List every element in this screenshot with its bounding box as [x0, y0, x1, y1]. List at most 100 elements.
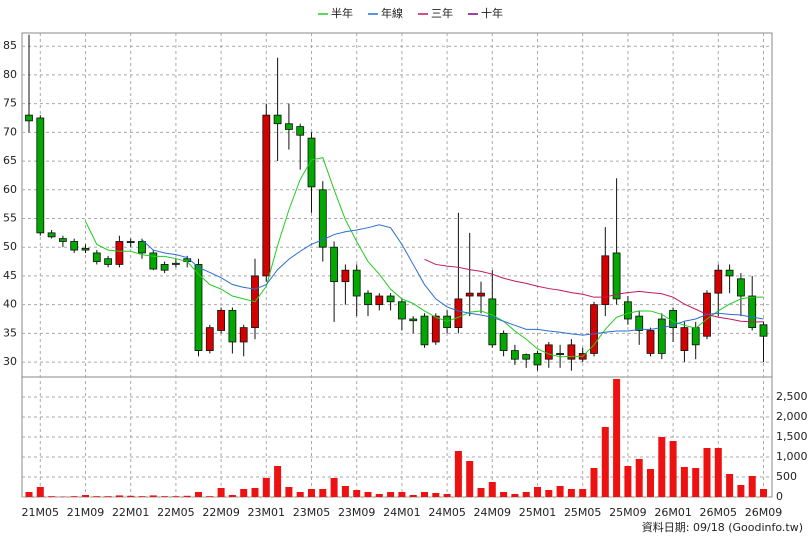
x-tick-label: 26M01: [654, 506, 692, 519]
volume-bar: [635, 459, 643, 497]
source-note: 資料日期: 09/18 (Goodinfo.tw): [642, 520, 803, 534]
candle-body: [646, 330, 655, 354]
volume-bar: [330, 478, 338, 497]
volume-bar: [748, 476, 756, 497]
volume-bar: [172, 496, 180, 497]
candle-body: [138, 241, 146, 254]
x-tick-label: 24M09: [474, 506, 512, 519]
candle-body: [171, 262, 180, 265]
candle-body: [92, 252, 101, 262]
volume-bar: [545, 490, 553, 497]
volume-bar: [375, 494, 383, 497]
y-tick-label: 35: [3, 326, 17, 339]
volume-bar: [692, 468, 700, 497]
volume-bar: [703, 448, 711, 497]
candle-body: [194, 264, 203, 351]
volume-bar: [590, 468, 598, 497]
candle-body: [397, 301, 406, 320]
candle-body: [59, 238, 67, 242]
volume-bar: [680, 467, 688, 497]
candle-body: [262, 114, 271, 277]
volume-bar: [183, 495, 191, 497]
candle-body: [635, 315, 644, 331]
y2-tick-label: 2,500: [776, 390, 808, 403]
candle-body: [318, 189, 327, 248]
y-tick-label: 55: [3, 211, 17, 224]
candle-body: [748, 295, 757, 329]
volume-bar: [432, 493, 440, 497]
candle-body: [737, 278, 745, 297]
candle-body: [104, 258, 112, 265]
candle-body: [465, 292, 474, 297]
volume-bar: [274, 466, 282, 497]
x-tick-label: 22M05: [157, 506, 195, 519]
legend-label: 十年: [481, 6, 503, 20]
candle-body: [556, 353, 564, 356]
volume-bar: [669, 441, 677, 497]
volume-bar: [522, 492, 530, 497]
y2-tick-label: 2,000: [776, 410, 808, 423]
x-tick-label: 25M01: [519, 506, 557, 519]
volume-bar: [262, 478, 270, 497]
x-tick-label: 23M05: [293, 506, 331, 519]
x-tick-label: 23M09: [338, 506, 376, 519]
candle-body: [375, 295, 384, 306]
volume-bar: [70, 496, 78, 497]
candle-body: [364, 292, 372, 306]
candle-body: [307, 137, 316, 188]
x-tick-label: 25M09: [609, 506, 647, 519]
y-tick-label: 50: [3, 240, 17, 253]
x-tick-label: 24M05: [428, 506, 466, 519]
x-tick-label: 25M05: [564, 506, 602, 519]
volume-bar: [36, 487, 44, 497]
y2-tick-label: 1,000: [776, 450, 808, 463]
volume-bar: [658, 437, 666, 497]
volume-bar: [364, 492, 372, 497]
candle-body: [217, 309, 226, 331]
candle-body: [420, 315, 429, 346]
y-tick-label: 40: [3, 298, 17, 311]
y-tick-label: 75: [3, 97, 17, 110]
volume-bar: [206, 496, 214, 497]
volume-bar: [454, 451, 462, 497]
candle-body: [499, 332, 508, 351]
x-tick-label: 26M05: [700, 506, 738, 519]
ma-line: [424, 258, 764, 323]
candle-body: [47, 232, 56, 238]
y-tick-label: 30: [3, 355, 17, 368]
candle-body: [341, 269, 350, 283]
candle-body: [657, 318, 666, 354]
candle-body: [352, 269, 361, 297]
x-tick-label: 22M09: [202, 506, 240, 519]
candle-body: [488, 298, 497, 346]
y-tick-label: 45: [3, 269, 17, 282]
candle-body: [522, 354, 531, 360]
candle-body: [330, 246, 339, 283]
volume-bar: [443, 494, 451, 497]
y-tick-label: 65: [3, 154, 17, 167]
y2-tick-label: 0: [776, 490, 783, 503]
volume-bar: [421, 492, 428, 497]
volume-bar: [409, 495, 417, 497]
candle-body: [431, 315, 440, 343]
volume-bar: [737, 485, 745, 497]
volume-bar: [161, 496, 169, 497]
volume-bar: [82, 495, 89, 497]
candle-body: [284, 123, 293, 130]
x-tick-label: 22M01: [112, 506, 150, 519]
volume-bar: [647, 469, 654, 497]
candle-body: [601, 255, 610, 306]
volume-bar: [714, 448, 722, 497]
candle-body: [510, 350, 519, 360]
ma-line: [141, 224, 764, 336]
volume-bar: [579, 489, 587, 497]
x-tick-label: 24M01: [383, 506, 421, 519]
volume-bar: [138, 496, 146, 497]
legend-label: 半年: [331, 6, 353, 20]
candle-body: [454, 298, 463, 329]
y-tick-label: 60: [3, 183, 17, 196]
legend-label: 三年: [431, 6, 453, 20]
candle-body: [443, 315, 452, 329]
candle-body: [691, 327, 700, 346]
volume-bar: [488, 482, 496, 497]
